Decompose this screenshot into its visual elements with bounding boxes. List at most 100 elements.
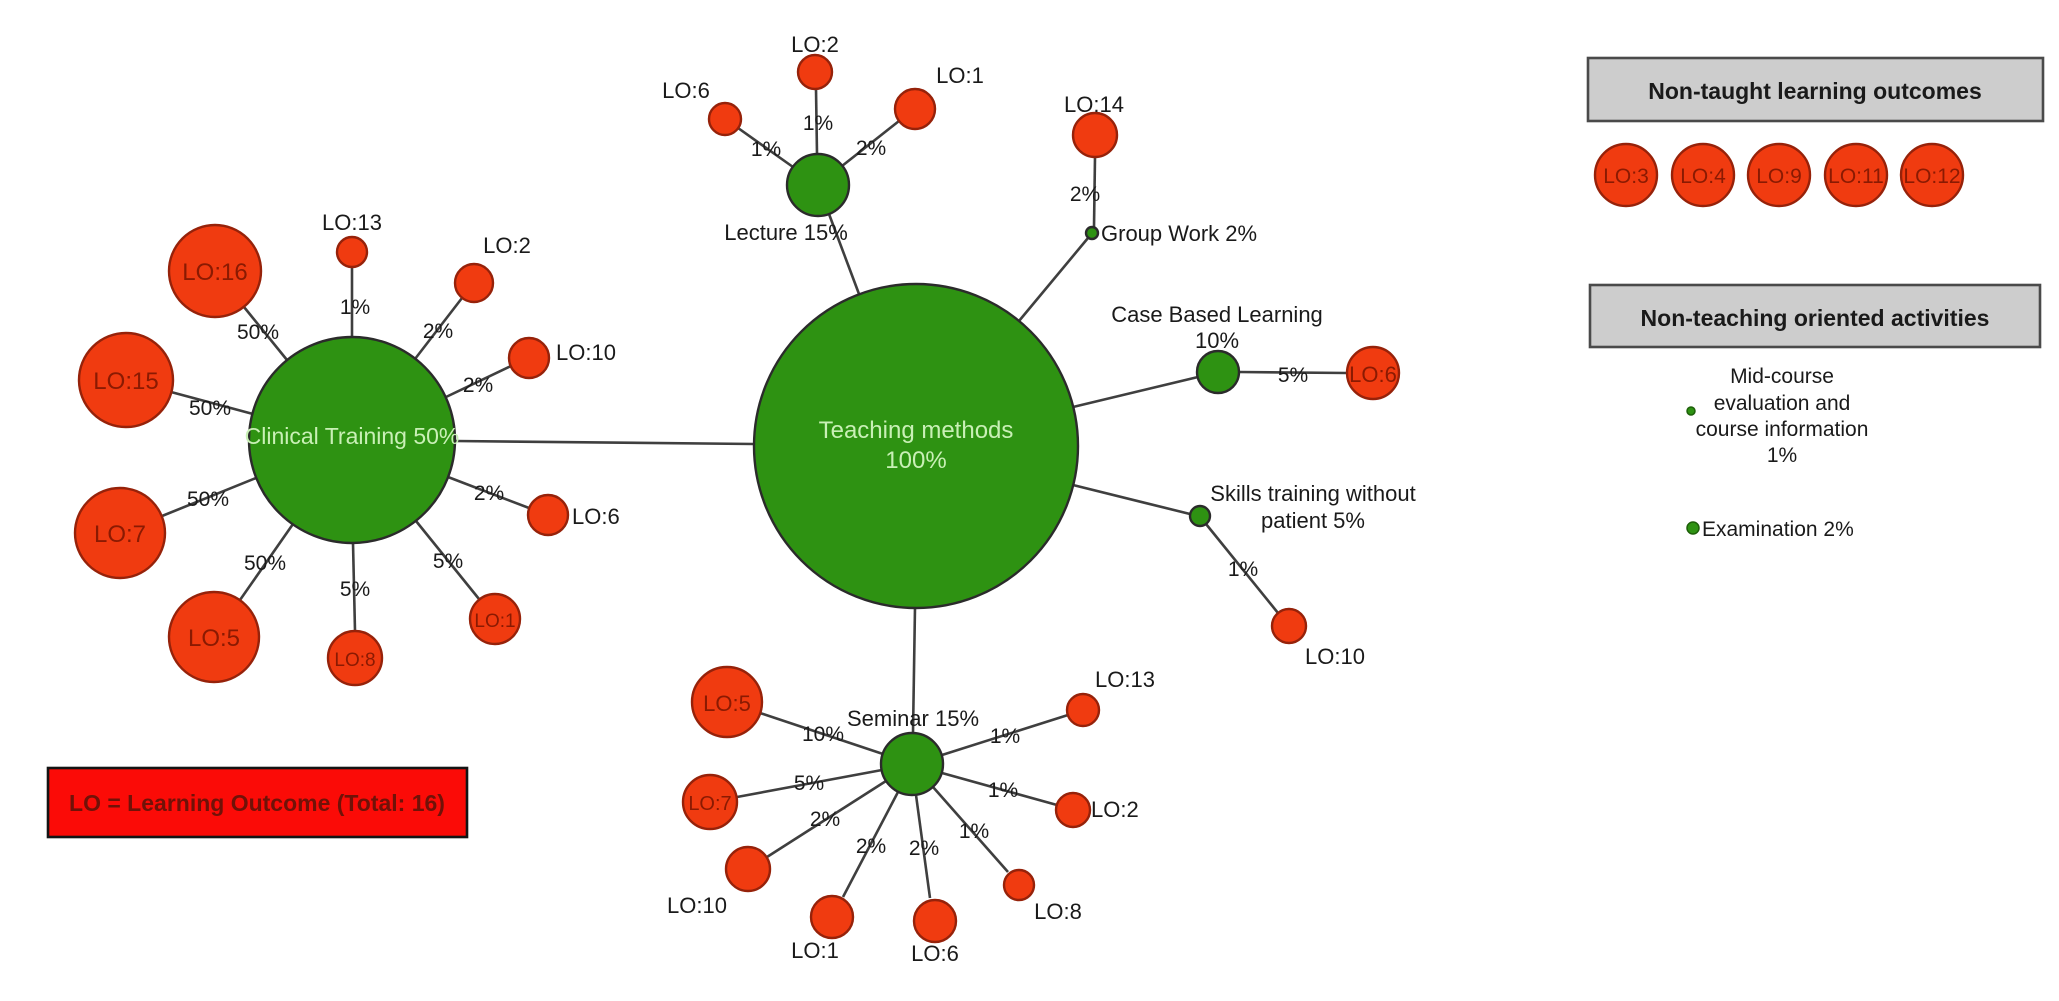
lo-label-seminar-lo5: LO:5 xyxy=(703,691,751,716)
pct-label-clinical-lo13: 1% xyxy=(340,296,370,319)
mid-course-line2: evaluation and xyxy=(1714,392,1851,415)
lo-label-clinical-lo16: LO:16 xyxy=(182,259,247,286)
lo-label-clinical-lo6: LO:6 xyxy=(572,504,620,529)
lo-node-seminar-lo7 xyxy=(681,773,739,831)
lo-node-legend-lo12 xyxy=(1899,142,1965,208)
node-teaching-methods xyxy=(752,282,1080,610)
lo-label-legend-lo12: LO:12 xyxy=(1903,165,1960,188)
pct-label-lecture-lo2: 1% xyxy=(803,112,833,135)
pct-label-clinical-lo10: 2% xyxy=(463,374,493,397)
lo-label-seminar-lo7: LO:7 xyxy=(688,793,731,815)
node-case-based-learning xyxy=(1195,349,1241,395)
lo-node-seminar-lo1 xyxy=(809,894,855,940)
legend-activities-header-box xyxy=(1588,283,2042,349)
legend-activities-title: Non-teaching oriented activities xyxy=(1641,305,1990,331)
mid-course-line3: course information xyxy=(1696,418,1869,441)
edge-teaching-seminar xyxy=(911,606,917,734)
pct-label-clinical-lo1: 5% xyxy=(433,550,463,573)
edge-clinical-lo10 xyxy=(445,364,512,399)
lo-label-seminar-lo1: LO:1 xyxy=(791,938,839,963)
pct-label-skills-lo10: 1% xyxy=(1228,558,1258,581)
lo-note-label: LO = Learning Outcome (Total: 16) xyxy=(69,790,445,816)
legend-non-taught-title: Non-taught learning outcomes xyxy=(1648,78,1982,104)
lo-label-skills-lo10: LO:10 xyxy=(1305,644,1365,669)
mid-course-line4: 1% xyxy=(1767,444,1797,467)
lecture-label: Lecture 15% xyxy=(724,220,848,245)
node-seminar xyxy=(879,731,945,797)
lo-node-clinical-lo5 xyxy=(167,590,261,684)
lo-node-clinical-lo1 xyxy=(468,592,522,646)
lo-node-lecture-lo6 xyxy=(707,101,743,137)
lo-label-legend-lo11: LO:11 xyxy=(1828,165,1884,188)
edge-seminar-lo6 xyxy=(914,794,932,899)
edge-cbl-lo6 xyxy=(1238,370,1348,375)
mid-course-dot-icon xyxy=(1686,406,1696,416)
lo-label-seminar-lo13: LO:13 xyxy=(1095,667,1155,692)
mid-course-line1: Mid-course xyxy=(1730,365,1834,388)
pct-label-lecture-lo6: 1% xyxy=(751,138,781,161)
edge-clinical-lo16 xyxy=(242,306,289,361)
lo-node-seminar-lo2 xyxy=(1054,791,1092,829)
lo-node-seminar-lo6 xyxy=(912,898,958,944)
lo-node-lecture-lo1 xyxy=(893,87,937,131)
lo-node-groupwork-lo14 xyxy=(1071,111,1119,159)
edge-lecture-lo1 xyxy=(841,119,900,168)
pct-label-clinical-lo2: 2% xyxy=(423,320,453,343)
pct-label-seminar-lo5: 10% xyxy=(802,723,844,746)
edge-teaching-cbl xyxy=(1072,375,1199,409)
node-group-work xyxy=(1084,225,1100,241)
skills-label-line2: patient 5% xyxy=(1261,508,1365,533)
edge-clinical-lo2 xyxy=(413,297,464,360)
edge-seminar-lo8 xyxy=(932,786,1009,873)
lo-node-cbl-lo6 xyxy=(1345,345,1401,401)
edge-groupwork-lo14 xyxy=(1092,156,1097,228)
group-work-label: Group Work 2% xyxy=(1101,221,1257,246)
pct-label-seminar-lo6: 2% xyxy=(909,837,939,860)
lo-node-legend-lo4 xyxy=(1670,142,1736,208)
lo-label-legend-lo4: LO:4 xyxy=(1680,165,1726,188)
lo-label-lecture-lo2: LO:2 xyxy=(791,32,839,57)
lo-label-cbl-lo6: LO:6 xyxy=(1349,362,1397,387)
edge-seminar-lo10 xyxy=(766,779,887,859)
teaching-methods-percent: 100% xyxy=(885,447,946,474)
pct-label-clinical-lo8: 5% xyxy=(340,578,370,601)
pct-label-seminar-lo8: 1% xyxy=(959,820,989,843)
edge-clinical-lo6 xyxy=(447,475,530,510)
lo-label-seminar-lo6: LO:6 xyxy=(911,941,959,966)
lo-node-seminar-lo8 xyxy=(1002,868,1036,902)
lo-node-clinical-lo16 xyxy=(167,223,263,319)
edge-teaching-clinical xyxy=(454,439,755,446)
pct-label-seminar-lo2: 1% xyxy=(988,779,1018,802)
edge-clinical-lo15 xyxy=(170,390,254,416)
lo-label-clinical-lo10: LO:10 xyxy=(556,340,616,365)
lo-label-lecture-lo1: LO:1 xyxy=(936,63,984,88)
lo-node-legend-lo11 xyxy=(1823,142,1889,208)
lo-node-clinical-lo10 xyxy=(507,336,551,380)
lo-label-legend-lo3: LO:3 xyxy=(1603,165,1649,188)
edge-clinical-lo7 xyxy=(161,476,257,518)
edge-teaching-skills xyxy=(1072,483,1191,516)
lo-label-seminar-lo10: LO:10 xyxy=(667,893,727,918)
lo-node-legend-lo9 xyxy=(1746,142,1812,208)
pct-label-seminar-lo1: 2% xyxy=(856,835,886,858)
pct-label-seminar-lo10: 2% xyxy=(810,808,840,831)
edge-seminar-lo5 xyxy=(759,711,884,756)
lo-node-skills-lo10 xyxy=(1270,607,1308,645)
lo-label-clinical-lo5: LO:5 xyxy=(188,625,240,652)
pct-label-lecture-lo1: 2% xyxy=(856,137,886,160)
pct-label-seminar-lo7: 5% xyxy=(794,772,824,795)
lo-note-box xyxy=(46,766,469,839)
lo-label-seminar-lo2: LO:2 xyxy=(1091,797,1139,822)
lo-label-lecture-lo6: LO:6 xyxy=(662,78,710,103)
edge-seminar-lo13 xyxy=(941,713,1069,757)
pct-label-seminar-lo13: 1% xyxy=(990,725,1020,748)
lo-node-seminar-lo13 xyxy=(1065,692,1101,728)
teaching-methods-label: Teaching methods xyxy=(819,417,1014,444)
pct-label-clinical-lo5: 50% xyxy=(244,552,286,575)
edge-lecture-lo6 xyxy=(737,126,794,169)
examination-label: Examination 2% xyxy=(1702,518,1854,541)
node-clinical-training xyxy=(247,335,457,545)
lo-node-clinical-lo6 xyxy=(526,493,570,537)
seminar-label: Seminar 15% xyxy=(847,706,979,731)
